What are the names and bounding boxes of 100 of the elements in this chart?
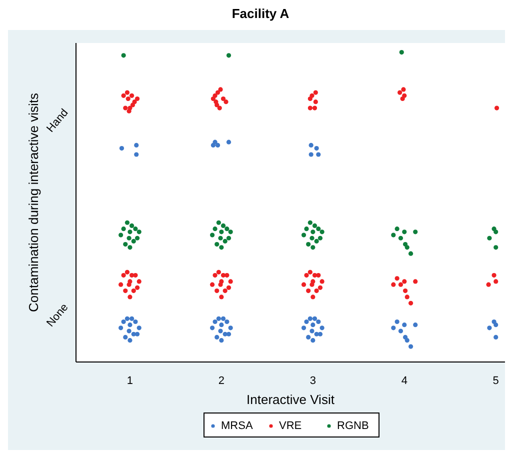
- point: [494, 322, 498, 328]
- point: [216, 220, 221, 225]
- point: [308, 220, 312, 225]
- point: [224, 319, 230, 324]
- point: [316, 152, 321, 157]
- point: [121, 319, 126, 324]
- point: [318, 332, 323, 336]
- point: [118, 326, 124, 330]
- point: [226, 53, 232, 58]
- point: [129, 223, 134, 228]
- point: [224, 226, 230, 232]
- point: [215, 142, 220, 148]
- point: [219, 245, 224, 250]
- point: [126, 328, 132, 334]
- point: [128, 245, 132, 250]
- x-tick-label: 3: [310, 375, 316, 387]
- point: [312, 223, 318, 228]
- point: [134, 152, 139, 157]
- point: [487, 326, 492, 330]
- x-axis-title: Interactive Visit: [246, 392, 335, 407]
- point: [413, 322, 418, 328]
- point: [306, 242, 311, 247]
- point: [218, 328, 223, 334]
- point: [494, 245, 498, 250]
- point: [402, 322, 407, 328]
- point: [301, 326, 306, 330]
- point: [402, 230, 407, 234]
- point: [310, 236, 314, 240]
- x-tick-label: 4: [401, 375, 408, 387]
- point: [314, 146, 319, 151]
- point: [310, 230, 316, 234]
- point: [219, 338, 224, 343]
- point: [219, 230, 224, 234]
- point: [214, 334, 220, 340]
- point: [487, 236, 492, 240]
- point: [129, 316, 134, 321]
- point: [118, 232, 124, 238]
- point: [316, 226, 321, 232]
- point: [314, 238, 319, 244]
- chart-title: Facility A: [232, 6, 290, 21]
- point: [121, 226, 126, 232]
- point: [308, 152, 314, 157]
- point: [123, 334, 128, 340]
- point: [494, 230, 498, 234]
- point: [398, 328, 404, 334]
- point: [408, 344, 414, 349]
- point: [124, 220, 130, 225]
- point: [402, 242, 408, 247]
- point: [121, 53, 126, 58]
- point: [136, 230, 142, 234]
- point: [134, 142, 139, 148]
- point: [228, 230, 233, 234]
- point: [212, 226, 218, 232]
- point: [394, 226, 400, 232]
- point: [308, 142, 314, 148]
- point: [316, 319, 321, 324]
- point: [226, 332, 232, 336]
- point: [308, 316, 312, 321]
- point: [318, 236, 323, 240]
- point: [212, 319, 218, 324]
- point: [310, 338, 316, 343]
- point: [119, 146, 124, 151]
- point: [131, 238, 136, 244]
- legend-label: VRE: [279, 420, 302, 432]
- point: [306, 334, 311, 340]
- point: [136, 326, 142, 330]
- point: [391, 232, 396, 238]
- y-axis-title: Contamination during interactive visits: [26, 92, 41, 312]
- point: [408, 251, 414, 256]
- x-tick-label: 5: [492, 375, 499, 387]
- point: [228, 326, 233, 330]
- point: [220, 223, 226, 228]
- point: [124, 316, 130, 321]
- legend-label: RGNB: [337, 420, 369, 432]
- point: [123, 242, 128, 247]
- point: [218, 236, 223, 240]
- point: [394, 319, 400, 324]
- point: [310, 328, 314, 334]
- point: [399, 50, 404, 55]
- point: [126, 236, 132, 240]
- point: [398, 236, 404, 240]
- point: [304, 226, 309, 232]
- point: [128, 230, 132, 234]
- point: [320, 230, 324, 234]
- point: [226, 140, 232, 144]
- point: [210, 232, 215, 238]
- point: [210, 326, 215, 330]
- point: [222, 238, 228, 244]
- point: [214, 242, 220, 247]
- point: [128, 322, 132, 328]
- point: [226, 236, 232, 240]
- point: [320, 326, 324, 330]
- point: [402, 334, 408, 340]
- point: [391, 326, 396, 330]
- point: [219, 322, 224, 328]
- point: [310, 245, 316, 250]
- legend-label: MRSA: [221, 420, 254, 432]
- point: [134, 236, 140, 240]
- point: [128, 338, 132, 343]
- point: [212, 140, 218, 144]
